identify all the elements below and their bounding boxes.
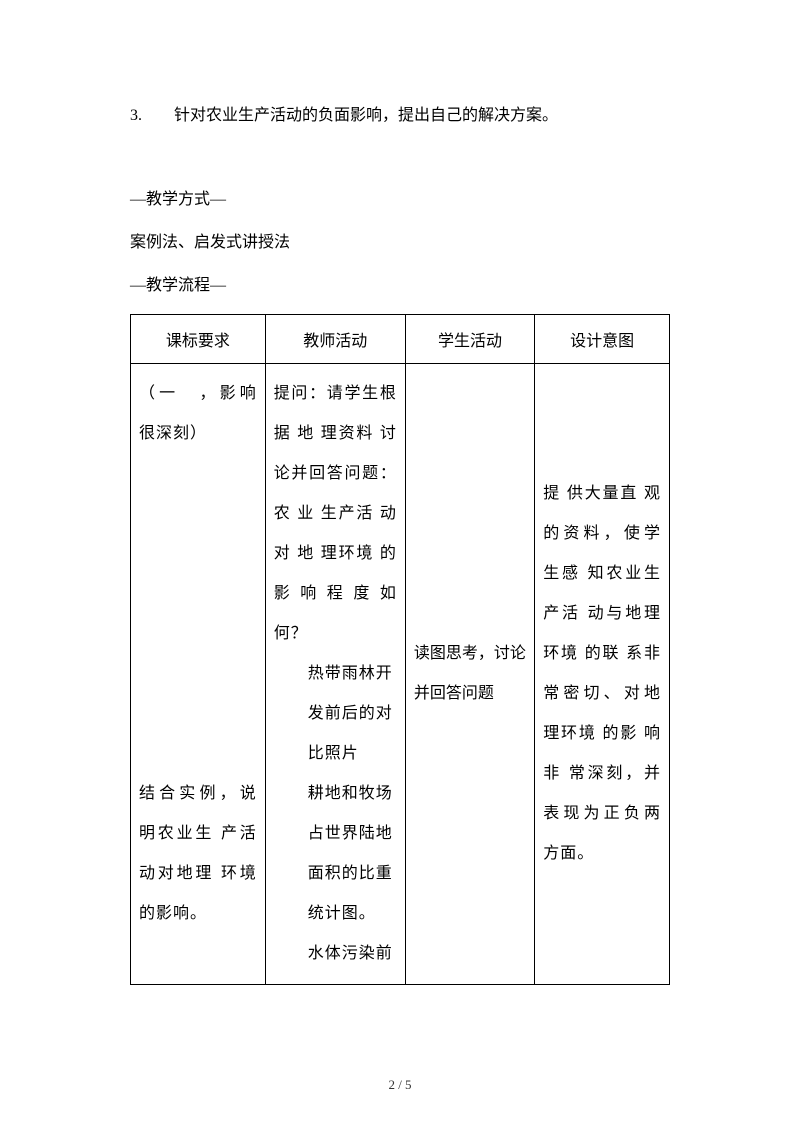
- teaching-flow-table: 课标要求 教师活动 学生活动 设计意图 （一 ，影响很深刻） 结合实例，说明农业…: [130, 314, 670, 985]
- section-heading-flow: —教学流程—: [130, 268, 670, 303]
- numbered-item: 3. 针对农业生产活动的负面影响，提出自己的解决方案。: [130, 100, 670, 132]
- section-heading-method: —教学方式—: [130, 182, 670, 217]
- table-header-row: 课标要求 教师活动 学生活动 设计意图: [131, 314, 670, 363]
- section-method-text: 案例法、启发式讲授法: [130, 225, 670, 260]
- cell-col3: 读图思考，讨论并回答问题: [405, 363, 534, 984]
- header-col1: 课标要求: [131, 314, 266, 363]
- cell-col4-content: 提 供大量直 观的资料，使学生感 知农业生 产活 动与地理 环境 的联 系非 常…: [543, 474, 661, 874]
- cell-col3-content: 读图思考，讨论并回答问题: [414, 634, 526, 714]
- header-col3: 学生活动: [405, 314, 534, 363]
- cell-col1: （一 ，影响很深刻） 结合实例，说明农业生 产活 动对地理 环境 的影响。: [131, 363, 266, 984]
- item-text: 针对农业生产活动的负面影响，提出自己的解决方案。: [174, 107, 558, 124]
- header-col4: 设计意图: [535, 314, 670, 363]
- header-col2: 教师活动: [265, 314, 405, 363]
- cell-col2: 提问：请学生根据 地 理资料 讨论并回答问题：农 业 生产活 动对 地 理环境 …: [265, 363, 405, 984]
- table-row: （一 ，影响很深刻） 结合实例，说明农业生 产活 动对地理 环境 的影响。 提问…: [131, 363, 670, 984]
- cell-col4: 提 供大量直 观的资料，使学生感 知农业生 产活 动与地理 环境 的联 系非 常…: [535, 363, 670, 984]
- item-number: 3.: [130, 107, 142, 124]
- page-footer: 2 / 5: [0, 1077, 800, 1093]
- cell-col1-content: （一 ，影响很深刻） 结合实例，说明农业生 产活 动对地理 环境 的影响。: [139, 374, 257, 934]
- cell-col2-content: 提问：请学生根据 地 理资料 讨论并回答问题：农 业 生产活 动对 地 理环境 …: [274, 374, 397, 974]
